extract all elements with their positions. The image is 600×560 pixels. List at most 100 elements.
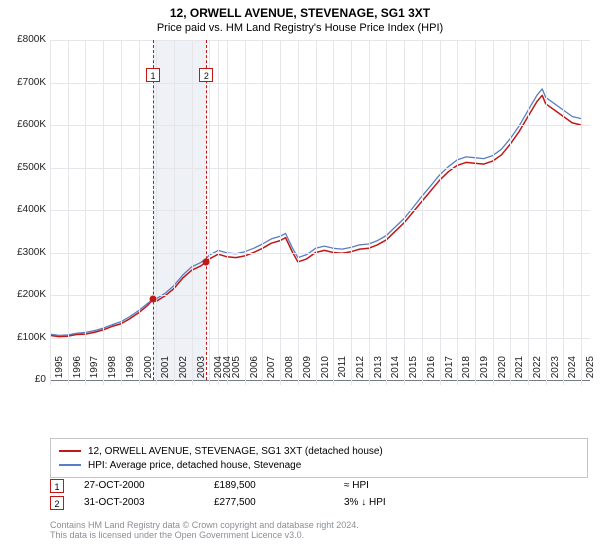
grid-line-v — [404, 40, 405, 385]
grid-line-h — [50, 295, 590, 296]
sale-marker-2: 2 — [50, 496, 64, 510]
y-axis-label: £800K — [4, 34, 46, 45]
grid-line-v — [333, 40, 334, 385]
sale-price-2: £277,500 — [214, 497, 344, 508]
grid-line-v — [475, 40, 476, 385]
grid-line-v — [50, 40, 51, 385]
grid-line-v — [351, 40, 352, 385]
attribution-line-2: This data is licensed under the Open Gov… — [50, 530, 588, 540]
x-axis-label: 2021 — [514, 356, 525, 386]
sale-price-1: £189,500 — [214, 480, 344, 491]
legend-swatch-hpi — [59, 464, 81, 466]
y-axis-label: £500K — [4, 162, 46, 173]
y-axis-label: £200K — [4, 289, 46, 300]
grid-line-v — [563, 40, 564, 385]
grid-line-h — [50, 83, 590, 84]
x-axis-label: 2022 — [532, 356, 543, 386]
legend-label-hpi: HPI: Average price, detached house, Stev… — [88, 460, 301, 471]
legend-swatch-property — [59, 450, 81, 452]
grid-line-v — [316, 40, 317, 385]
attribution: Contains HM Land Registry data © Crown c… — [50, 520, 588, 540]
chart-subtitle: Price paid vs. HM Land Registry's House … — [0, 20, 600, 34]
sale-marker-line — [206, 40, 207, 380]
legend-row-hpi: HPI: Average price, detached house, Stev… — [59, 458, 579, 472]
grid-line-v — [85, 40, 86, 385]
x-axis-label: 2014 — [390, 356, 401, 386]
grid-line-v — [581, 40, 582, 385]
x-axis-label: 2016 — [426, 356, 437, 386]
chart-container: 12, ORWELL AVENUE, STEVENAGE, SG1 3XT Pr… — [0, 0, 600, 560]
grid-line-h — [50, 338, 590, 339]
sale-marker-1: 1 — [50, 479, 64, 493]
grid-line-v — [121, 40, 122, 385]
sale-date-1: 27-OCT-2000 — [84, 480, 214, 491]
x-axis-label: 2020 — [497, 356, 508, 386]
attribution-line-1: Contains HM Land Registry data © Crown c… — [50, 520, 588, 530]
x-axis-label: 2005 — [231, 356, 242, 386]
x-axis-label: 2015 — [408, 356, 419, 386]
sale-marker-line — [153, 40, 154, 380]
grid-line-h — [50, 40, 590, 41]
grid-line-v — [103, 40, 104, 385]
chart-title: 12, ORWELL AVENUE, STEVENAGE, SG1 3XT — [0, 0, 600, 20]
x-axis-label: 2008 — [284, 356, 295, 386]
y-axis-label: £600K — [4, 119, 46, 130]
x-axis-label: 2000 — [143, 356, 154, 386]
x-axis-label: 2010 — [320, 356, 331, 386]
grid-line-v — [510, 40, 511, 385]
grid-line-v — [156, 40, 157, 385]
y-axis-label: £400K — [4, 204, 46, 215]
grid-line-h — [50, 210, 590, 211]
x-axis-label: 2006 — [249, 356, 260, 386]
x-axis-label: 2007 — [266, 356, 277, 386]
grid-line-v — [280, 40, 281, 385]
grid-line-v — [493, 40, 494, 385]
grid-line-v — [528, 40, 529, 385]
sale-dot — [150, 296, 157, 303]
grid-line-v — [192, 40, 193, 385]
x-axis-label: 2009 — [302, 356, 313, 386]
grid-line-v — [457, 40, 458, 385]
chart-plot-area: 12 — [50, 40, 590, 380]
grid-line-v — [209, 40, 210, 385]
x-axis-label: 2013 — [373, 356, 384, 386]
sale-delta-2: 3% ↓ HPI — [344, 497, 464, 508]
grid-line-v — [440, 40, 441, 385]
chart-wrap: 12 £0£100K£200K£300K£400K£500K£600K£700K… — [0, 40, 600, 430]
grid-line-v — [422, 40, 423, 385]
x-axis-label: 2002 — [178, 356, 189, 386]
grid-line-v — [227, 40, 228, 385]
y-axis-label: £700K — [4, 77, 46, 88]
legend-box: 12, ORWELL AVENUE, STEVENAGE, SG1 3XT (d… — [50, 438, 588, 478]
grid-line-h — [50, 168, 590, 169]
x-axis-label: 2025 — [585, 356, 596, 386]
x-axis-label: 1998 — [107, 356, 118, 386]
x-axis-label: 2017 — [444, 356, 455, 386]
sale-date-2: 31-OCT-2003 — [84, 497, 214, 508]
grid-line-v — [139, 40, 140, 385]
x-axis-label: 2001 — [160, 356, 171, 386]
grid-line-v — [245, 40, 246, 385]
x-axis-label: 2018 — [461, 356, 472, 386]
x-axis-label: 2011 — [337, 356, 348, 386]
x-axis-label: 1996 — [72, 356, 83, 386]
sales-table: 1 27-OCT-2000 £189,500 ≈ HPI 2 31-OCT-20… — [50, 477, 588, 511]
x-axis-label: 2023 — [550, 356, 561, 386]
sale-row-1: 1 27-OCT-2000 £189,500 ≈ HPI — [50, 477, 588, 494]
sale-delta-1: ≈ HPI — [344, 480, 464, 491]
grid-line-v — [218, 40, 219, 385]
x-axis-label: 2019 — [479, 356, 490, 386]
x-axis-label: 2024 — [567, 356, 578, 386]
grid-line-v — [386, 40, 387, 385]
y-axis-label: £100K — [4, 332, 46, 343]
grid-line-h — [50, 125, 590, 126]
grid-line-v — [298, 40, 299, 385]
legend-label-property: 12, ORWELL AVENUE, STEVENAGE, SG1 3XT (d… — [88, 446, 383, 457]
legend-row-property: 12, ORWELL AVENUE, STEVENAGE, SG1 3XT (d… — [59, 444, 579, 458]
x-axis-label: 1997 — [89, 356, 100, 386]
grid-line-v — [546, 40, 547, 385]
sale-dot — [203, 259, 210, 266]
x-axis-label: 2012 — [355, 356, 366, 386]
x-axis-label: 1995 — [54, 356, 65, 386]
grid-line-v — [174, 40, 175, 385]
